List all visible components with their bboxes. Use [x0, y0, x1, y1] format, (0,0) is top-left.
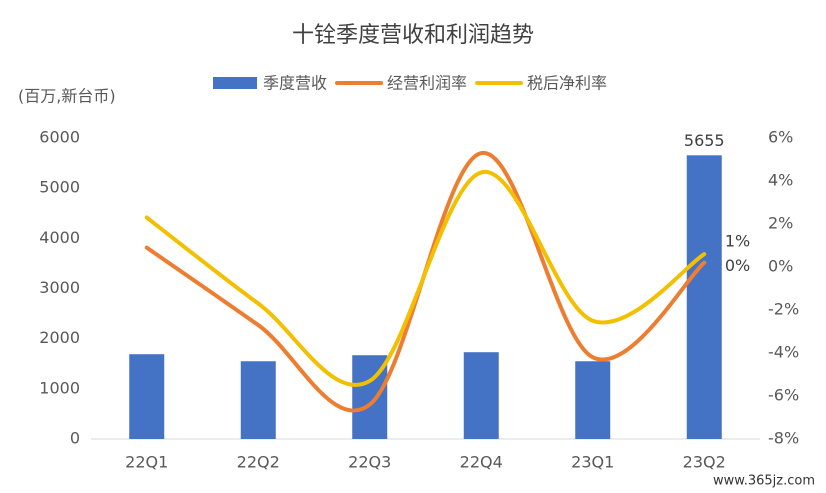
legend-label: 经营利润率 [387, 74, 467, 93]
y-tick-label: 0 [70, 429, 80, 448]
y-axis-label: (百万,新台币) [18, 87, 116, 106]
data-label: 5655 [684, 131, 725, 150]
x-tick-label: 23Q1 [571, 453, 614, 472]
y2-tick-label: -8% [768, 429, 799, 448]
bar [129, 354, 165, 439]
data-label: 0% [725, 256, 750, 275]
x-tick-label: 23Q2 [683, 453, 726, 472]
bar [575, 361, 611, 439]
x-tick-label: 22Q2 [237, 453, 280, 472]
legend-label: 季度营收 [263, 74, 327, 93]
y-tick-label: 1000 [39, 378, 80, 397]
x-tick-label: 22Q1 [125, 453, 168, 472]
y2-tick-label: -6% [768, 386, 799, 405]
bar [240, 361, 276, 439]
y-tick-label: 6000 [39, 128, 80, 147]
y2-tick-label: 6% [768, 128, 793, 147]
y-tick-label: 4000 [39, 228, 80, 247]
data-label: 1% [725, 232, 750, 251]
y2-tick-label: 2% [768, 214, 793, 233]
y2-tick-label: 0% [768, 257, 793, 276]
y2-tick-label: -2% [768, 300, 799, 319]
watermark: www.365jz.com [713, 474, 815, 489]
line-series [144, 170, 707, 387]
y-tick-label: 2000 [39, 328, 80, 347]
legend-label: 税后净利率 [527, 74, 607, 93]
legend-swatch [213, 77, 257, 89]
line-series [144, 151, 707, 413]
bar [463, 352, 499, 439]
x-tick-label: 22Q3 [348, 453, 391, 472]
y2-tick-label: -4% [768, 343, 799, 362]
y-tick-label: 3000 [39, 278, 80, 297]
x-tick-label: 22Q4 [460, 453, 503, 472]
y2-tick-label: 4% [768, 171, 793, 190]
bar [686, 155, 722, 439]
y-tick-label: 5000 [39, 178, 80, 197]
chart-title: 十铨季度营收和利润趋势 [292, 23, 534, 48]
